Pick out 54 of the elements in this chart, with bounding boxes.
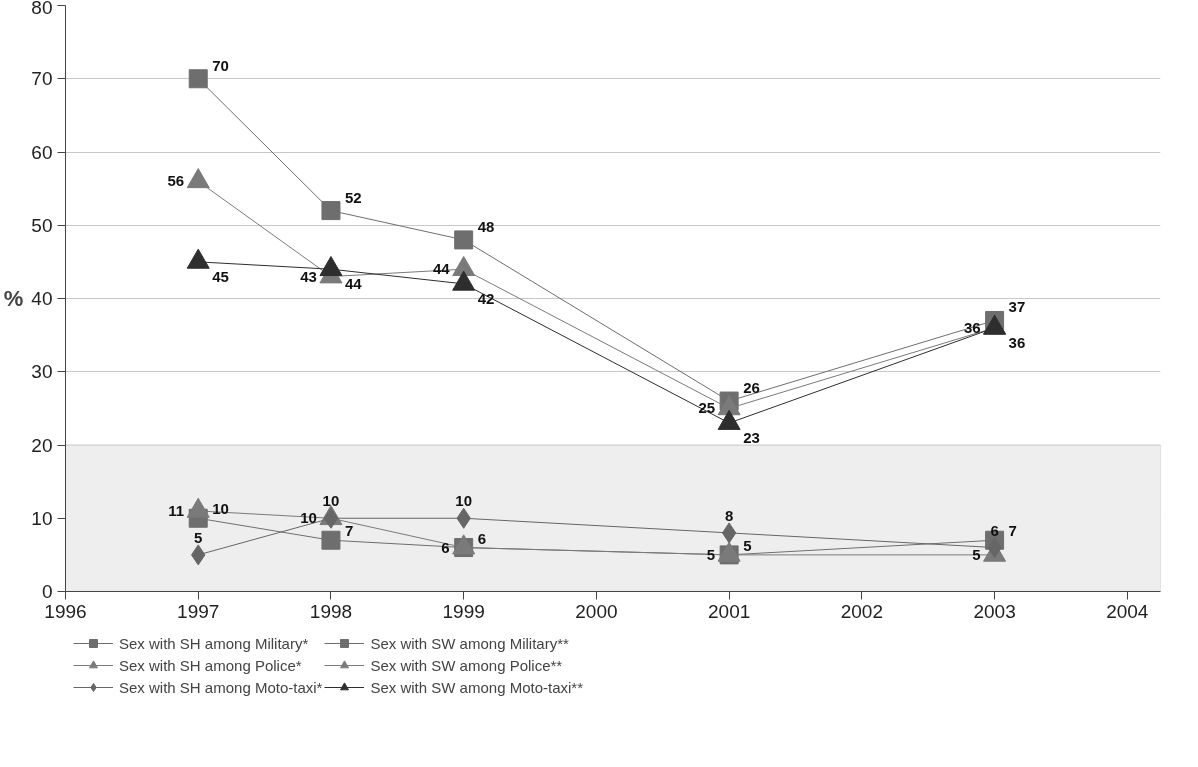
data-label: 7 — [1008, 522, 1017, 540]
legend-label: Sex with SW among Moto-taxi** — [370, 678, 583, 696]
x-tick-label: 1999 — [442, 600, 485, 622]
data-label: 43 — [300, 267, 317, 285]
x-tick-label: 1998 — [309, 600, 353, 622]
legend-label: Sex with SH among Police* — [119, 656, 302, 674]
y-tick-label: 20 — [31, 434, 53, 456]
data-label: 45 — [212, 267, 229, 285]
data-label: 5 — [194, 528, 203, 546]
x-tick-label: 1997 — [177, 600, 220, 622]
data-label: 48 — [477, 217, 495, 235]
data-label: 36 — [1008, 333, 1026, 351]
y-tick-label: 0 — [41, 581, 53, 602]
data-label: 7 — [344, 522, 354, 540]
data-label: 10 — [212, 500, 229, 518]
y-axis-title: % — [3, 286, 24, 311]
data-label: 56 — [167, 172, 185, 190]
y-tick-label: 10 — [31, 507, 53, 529]
data-label: 5 — [743, 536, 752, 554]
x-tick-label: 2003 — [973, 600, 1016, 622]
y-tick-label: 50 — [31, 214, 53, 236]
data-label: 23 — [743, 429, 760, 447]
data-label: 44 — [433, 260, 451, 278]
legend-label: Sex with SH among Military* — [119, 634, 309, 652]
data-label: 52 — [344, 188, 362, 206]
data-label: 5 — [706, 545, 716, 563]
data-label: 10 — [300, 509, 317, 527]
x-tick-label: 2004 — [1106, 600, 1149, 622]
y-tick-label: 60 — [31, 141, 53, 163]
x-tick-label: 2000 — [575, 600, 618, 622]
x-tick-label: 1996 — [44, 600, 87, 622]
data-label: 10 — [322, 492, 340, 510]
data-label: 44 — [344, 275, 363, 293]
data-label: 37 — [1008, 298, 1026, 316]
data-label: 5 — [972, 545, 981, 563]
y-tick-label: 30 — [31, 361, 53, 383]
data-label: 11 — [168, 501, 185, 519]
x-tick-label: 2002 — [840, 600, 884, 622]
y-tick-label: 40 — [31, 288, 53, 309]
data-label: 26 — [743, 379, 760, 397]
data-label: 6 — [477, 529, 487, 547]
x-tick-label: 2001 — [708, 600, 751, 622]
y-tick-label: 70 — [31, 68, 53, 90]
y-tick-label: 80 — [31, 0, 53, 18]
data-label: 36 — [963, 318, 981, 336]
legend-label: Sex with SW among Police** — [370, 656, 563, 674]
data-label: 25 — [698, 399, 716, 417]
data-label: 70 — [212, 56, 229, 74]
legend-label: Sex with SH among Moto-taxi* — [119, 678, 323, 696]
data-label: 8 — [724, 506, 734, 524]
data-label: 10 — [455, 492, 473, 510]
data-label: 42 — [477, 289, 495, 307]
data-label: 6 — [441, 538, 450, 556]
legend-label: Sex with SW among Military** — [370, 634, 569, 652]
